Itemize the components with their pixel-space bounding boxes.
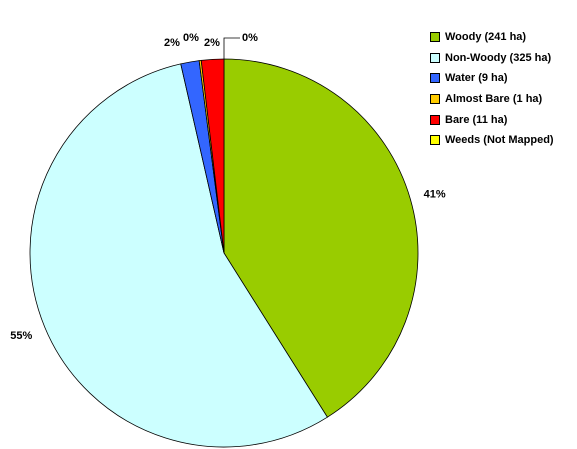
percent-labels: 41%55%2% 0% 2% 0% (10, 32, 446, 342)
leader-line-weeds (223, 37, 240, 59)
legend-item-weeds: Weeds (Not Mapped) (430, 130, 554, 151)
legend-swatch (430, 32, 440, 43)
legend-swatch (430, 94, 440, 105)
legend-label: Weeds (Not Mapped) (445, 134, 554, 147)
pie-slice-woody (223, 58, 419, 418)
legend-swatch (430, 52, 440, 63)
percent-label-bare: 2% (204, 37, 220, 49)
pie-slices (29, 58, 419, 448)
legend-item-almost-bare: Almost Bare (1 ha) (430, 89, 554, 110)
percent-label-weeds: 0% (242, 32, 258, 44)
pie-slice-non-woody (29, 63, 328, 448)
legend-label: Woody (241 ha) (445, 31, 527, 44)
percent-label-almost-bare: 0% (183, 32, 199, 44)
percent-label-non-woody: 55% (10, 330, 32, 342)
legend-item-woody: Woody (241 ha) (430, 27, 554, 48)
legend-label: Almost Bare (1 ha) (445, 93, 543, 106)
legend-label: Bare (11 ha) (445, 113, 508, 126)
legend-item-water: Water (9 ha) (430, 68, 554, 89)
legend-label: Water (9 ha) (445, 72, 508, 85)
percent-label-water: 2% (164, 37, 180, 49)
legend-swatch (430, 73, 440, 84)
legend-swatch (430, 114, 440, 125)
legend-label: Non-Woody (325 ha) (445, 51, 552, 64)
legend-swatch (430, 135, 440, 146)
legend-item-bare: Bare (11 ha) (430, 109, 554, 130)
legend-item-non-woody: Non-Woody (325 ha) (430, 48, 554, 69)
chart-legend: Woody (241 ha) Non-Woody (325 ha) Water (9… (430, 27, 554, 151)
percent-label-woody: 41% (424, 189, 446, 201)
